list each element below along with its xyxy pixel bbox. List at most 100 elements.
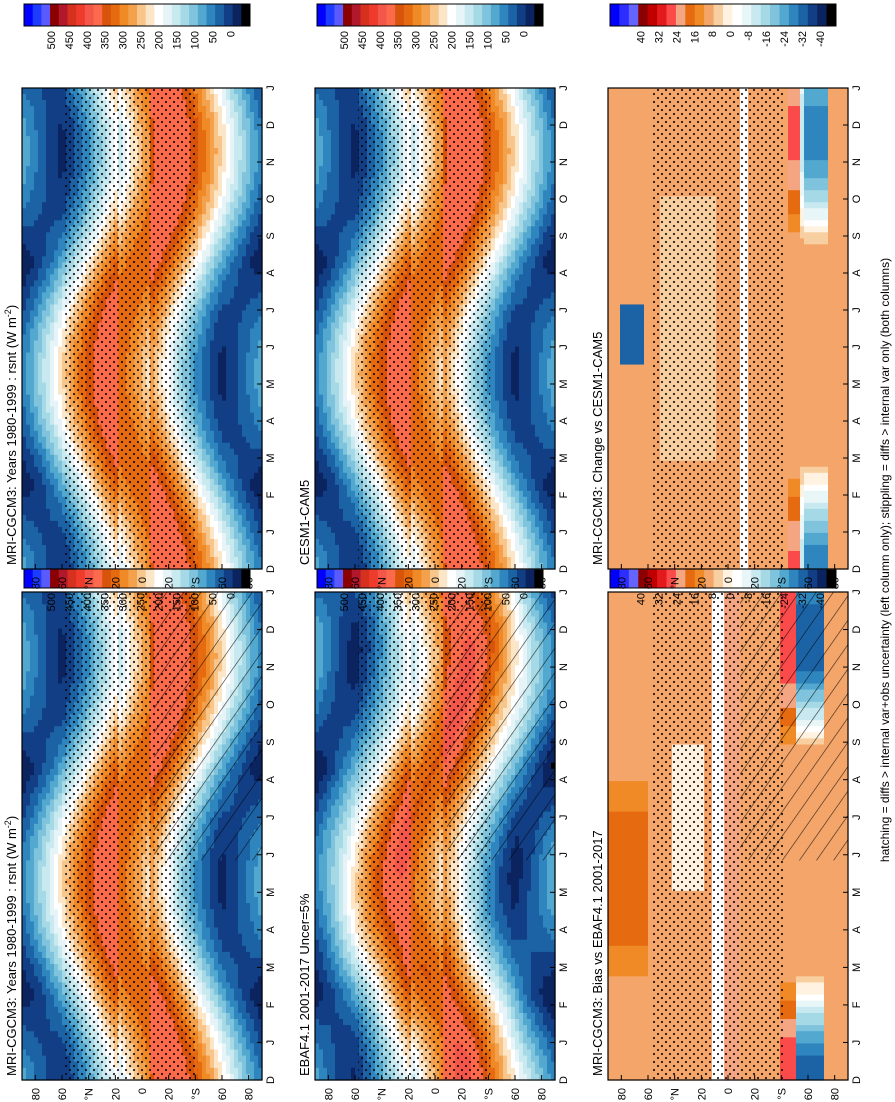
heatmap-cell (30, 696, 35, 703)
heatmap-cell (42, 708, 47, 715)
heatmap-cell (22, 964, 27, 971)
heatmap-cell (42, 970, 47, 977)
heatmap-cell (34, 818, 39, 825)
heatmap-cell (46, 775, 51, 782)
heatmap-cell (26, 806, 31, 813)
heatmap-cell (30, 958, 35, 965)
heatmap-cell (22, 738, 27, 745)
heatmap-cell (54, 806, 59, 813)
heatmap-cell (22, 1019, 27, 1026)
heatmap-cell (42, 659, 47, 666)
heatmap-cell (26, 824, 31, 831)
heatmap-cell (30, 702, 35, 709)
heatmap-cell (38, 812, 43, 819)
heatmap-cell (50, 702, 55, 709)
heatmap-cell (38, 720, 43, 727)
heatmap-cell (42, 1062, 47, 1069)
heatmap-cell (26, 769, 31, 776)
heatmap-cell (26, 1050, 31, 1057)
heatmap-cell (58, 854, 63, 861)
heatmap-cell (42, 1031, 47, 1038)
heatmap-cell (26, 995, 31, 1002)
heatmap-cell (22, 629, 27, 636)
heatmap-cell (58, 781, 63, 788)
heatmap-cell (34, 720, 39, 727)
heatmap-cell (30, 781, 35, 788)
heatmap-cell (58, 635, 63, 642)
heatmap-cell (46, 921, 51, 928)
heatmap-cell (42, 726, 47, 733)
heatmap-cell (58, 867, 63, 874)
heatmap-cell (58, 732, 63, 739)
heatmap-cell (46, 641, 51, 648)
heatmap-cell (46, 842, 51, 849)
heatmap-cell (58, 696, 63, 703)
heatmap-cell (46, 812, 51, 819)
heatmap-cell (54, 1025, 59, 1032)
heatmap-cell (42, 952, 47, 959)
heatmap-cell (42, 806, 47, 813)
heatmap-cell (50, 1068, 55, 1075)
heatmap-cell (58, 629, 63, 636)
heatmap-cell (46, 946, 51, 953)
heatmap-cell (54, 763, 59, 770)
heatmap-cell (50, 781, 55, 788)
heatmap-cell (54, 653, 59, 660)
heatmap-cell (30, 860, 35, 867)
heatmap-cell (30, 952, 35, 959)
heatmap-cell (54, 1056, 59, 1063)
heatmap-cell (42, 757, 47, 764)
heatmap-cell (42, 848, 47, 855)
heatmap-cell (58, 684, 63, 691)
heatmap-cell (54, 970, 59, 977)
heatmap-cell (22, 860, 27, 867)
heatmap-cell (50, 830, 55, 837)
heatmap-cell (30, 671, 35, 678)
heatmap-cell (38, 873, 43, 880)
heatmap-cell (38, 921, 43, 928)
heatmap-cell (22, 665, 27, 672)
heatmap-cell (42, 623, 47, 630)
heatmap-cell (38, 1025, 43, 1032)
heatmap-cell (58, 720, 63, 727)
heatmap-cell (22, 641, 27, 648)
heatmap-cell (46, 891, 51, 898)
heatmap-cell (30, 879, 35, 886)
heatmap-cell (38, 958, 43, 965)
heatmap-cell (54, 830, 59, 837)
heatmap-cell (58, 915, 63, 922)
heatmap-cell (22, 726, 27, 733)
heatmap-cell (38, 952, 43, 959)
heatmap-cell (34, 610, 39, 617)
heatmap-cell (38, 677, 43, 684)
heatmap-cell (58, 897, 63, 904)
heatmap-cell (54, 616, 59, 623)
heatmap-cell (38, 885, 43, 892)
heatmap-cell (26, 879, 31, 886)
heatmap-cell (22, 940, 27, 947)
heatmap-cell (30, 757, 35, 764)
heatmap-cell (34, 885, 39, 892)
heatmap-cell (46, 714, 51, 721)
heatmap-cell (26, 946, 31, 953)
heatmap-cell (46, 1013, 51, 1020)
heatmap-cell (22, 1013, 27, 1020)
heatmap-cell (50, 745, 55, 752)
heatmap-cell (46, 1019, 51, 1026)
heatmap-cell (38, 751, 43, 758)
heatmap-cell (34, 836, 39, 843)
heatmap-cell (54, 732, 59, 739)
heatmap-cell (58, 616, 63, 623)
heatmap-cell (26, 1068, 31, 1075)
heatmap-cell (34, 848, 39, 855)
heatmap-cell (22, 982, 27, 989)
heatmap-cell (54, 928, 59, 935)
heatmap-cell (38, 702, 43, 709)
heatmap-cell (54, 738, 59, 745)
heatmap-cell (54, 812, 59, 819)
heatmap-cell (30, 1001, 35, 1008)
heatmap-cell (38, 1068, 43, 1075)
heatmap-cell (54, 879, 59, 886)
heatmap-cell (54, 757, 59, 764)
heatmap-cell (30, 1043, 35, 1050)
